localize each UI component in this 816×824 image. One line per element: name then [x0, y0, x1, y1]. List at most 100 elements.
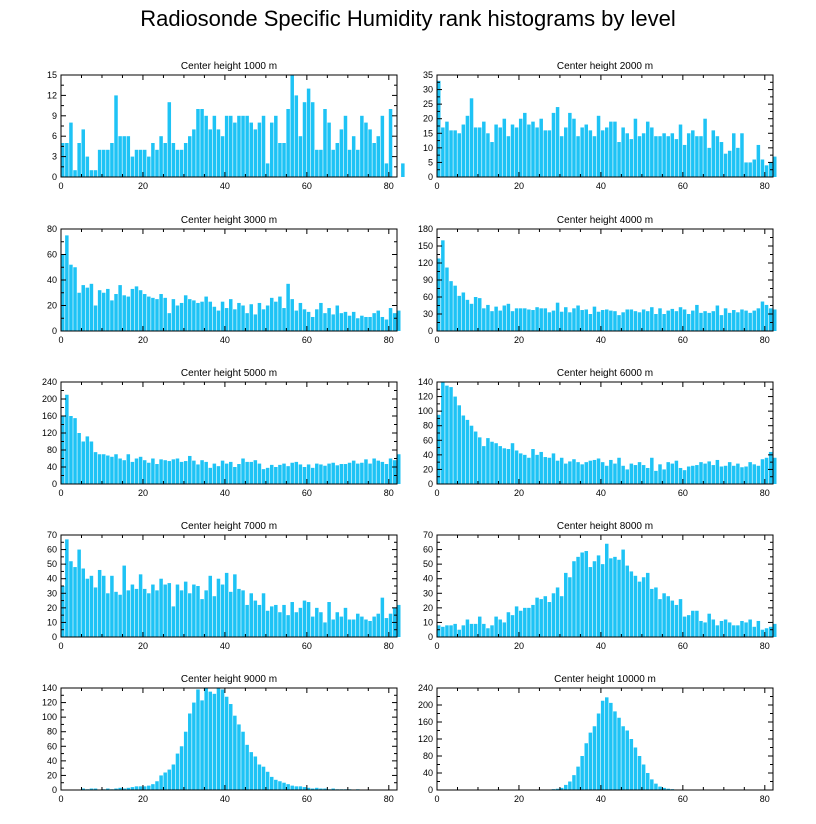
x-tick-label: 80 [384, 488, 394, 498]
x-tick-label: 40 [596, 794, 606, 804]
histogram-bar [249, 304, 253, 331]
histogram-bar [670, 600, 675, 637]
histogram-bar [179, 746, 184, 790]
histogram-bar [473, 431, 478, 484]
histogram-bar [559, 596, 564, 637]
histogram-bar [559, 136, 564, 177]
histogram-bar [605, 697, 609, 790]
histogram-bar [114, 788, 118, 790]
histogram-bar [257, 604, 262, 637]
x-tick-label: 0 [434, 181, 439, 191]
histogram-bar [212, 115, 217, 177]
histogram-bar [457, 295, 461, 331]
histogram-bar [163, 460, 167, 484]
histogram-bar [498, 310, 502, 331]
histogram-bar [670, 133, 675, 177]
histogram-bar [555, 107, 560, 177]
histogram-bar [609, 558, 613, 637]
histogram-bar [588, 130, 593, 177]
histogram-bar [229, 115, 233, 177]
histogram-bar [621, 127, 625, 177]
y-tick-label: 0 [428, 785, 433, 795]
histogram-bar [356, 613, 360, 637]
histogram-bar [600, 700, 605, 790]
histogram-bar [531, 604, 535, 637]
histogram-bar [126, 787, 131, 790]
histogram-bar [69, 561, 73, 637]
y-tick-label: 30 [423, 588, 433, 598]
histogram-bar [306, 602, 311, 637]
histogram-bar [773, 457, 777, 484]
histogram-bar [527, 607, 531, 637]
y-tick-label: 50 [47, 559, 57, 569]
histogram-bar [237, 115, 241, 177]
x-tick-label: 0 [434, 641, 439, 651]
histogram-bar [686, 615, 691, 637]
histogram-bar [274, 301, 278, 331]
histogram-bar [347, 149, 352, 177]
histogram-bar [229, 299, 233, 332]
histogram-bar [261, 115, 266, 177]
histogram-bar [286, 283, 290, 331]
histogram-bar [531, 121, 535, 177]
histogram-bar [204, 296, 208, 331]
histogram-bar [73, 418, 77, 485]
histogram-bar [339, 616, 344, 637]
histogram-bar [200, 460, 204, 484]
y-tick-label: 30 [423, 85, 433, 95]
histogram-bar [171, 143, 176, 177]
histogram-bar [621, 549, 625, 637]
histogram-bar [711, 311, 716, 331]
histogram-bar [302, 467, 307, 484]
histogram-bar [600, 310, 605, 331]
histogram-bar [453, 623, 457, 637]
histogram-bar [518, 453, 523, 484]
histogram-bar [151, 784, 155, 790]
histogram-bar [368, 129, 372, 177]
histogram-bar [633, 311, 638, 331]
histogram-bar [658, 308, 662, 331]
histogram-bar [625, 565, 629, 637]
histogram-bar [343, 607, 348, 637]
histogram-bar [339, 129, 344, 177]
histogram-bar [397, 604, 401, 637]
histogram-bar [605, 465, 609, 484]
histogram-bar [319, 612, 323, 637]
x-tick-label: 80 [760, 641, 770, 651]
histogram-bar [547, 130, 552, 177]
y-tick-label: 0 [52, 326, 57, 336]
histogram-bar [245, 313, 249, 331]
histogram-bar [744, 162, 748, 177]
histogram-bar [490, 441, 494, 484]
histogram-bar [208, 301, 213, 331]
histogram-bar [559, 311, 564, 331]
histogram-bar [531, 310, 535, 331]
histogram-bar [719, 315, 724, 331]
histogram-bar [527, 124, 531, 177]
histogram-bar [331, 462, 335, 484]
x-tick-label: 80 [760, 181, 770, 191]
histogram-bar [457, 629, 461, 637]
panel-title: Center height 4000 m [557, 215, 653, 226]
histogram-bar [167, 102, 172, 177]
histogram-bar [224, 463, 229, 484]
histogram-bar [302, 102, 307, 177]
histogram-bar [670, 308, 675, 331]
histogram-bar [372, 458, 376, 484]
histogram-bar [580, 310, 584, 331]
histogram-bar [310, 788, 315, 790]
histogram-bar [686, 133, 691, 177]
y-tick-label: 25 [423, 99, 433, 109]
histogram-bar [200, 301, 204, 331]
histogram-bar [343, 464, 348, 484]
histogram-bar [77, 433, 81, 484]
histogram-bar [118, 136, 122, 177]
histogram-bar [555, 302, 560, 331]
histogram-bar [629, 739, 634, 790]
histogram-bar [650, 457, 654, 484]
histogram-bar [81, 441, 85, 484]
histogram-bar [703, 311, 707, 331]
histogram-bar [764, 165, 769, 177]
y-tick-label: 0 [52, 479, 57, 489]
histogram-bar [261, 766, 266, 790]
